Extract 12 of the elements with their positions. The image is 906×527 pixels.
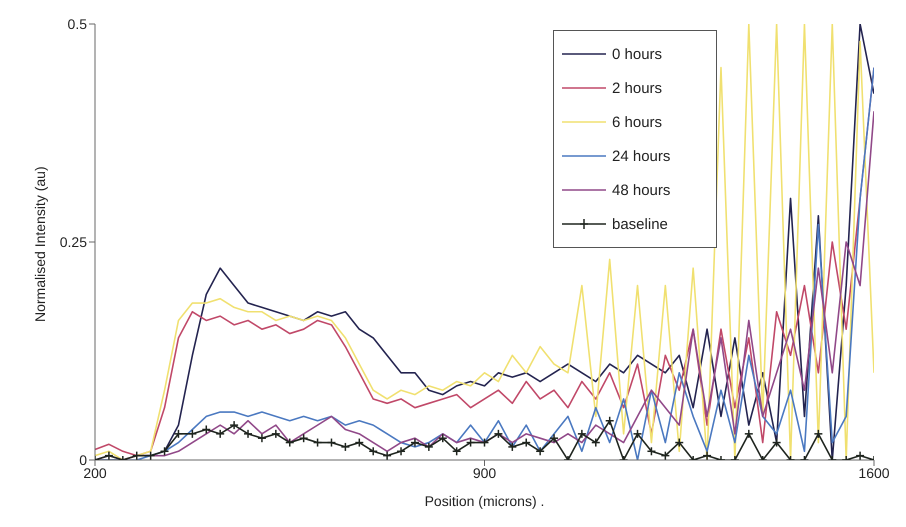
y-tick-label: 0.25 <box>60 234 88 250</box>
legend-label: 2 hours <box>612 80 662 96</box>
x-tick-label: 900 <box>472 464 496 481</box>
x-axis-title: Position (microns) . <box>424 493 544 509</box>
legend-label: 24 hours <box>612 148 670 164</box>
y-tick-label: 0.5 <box>68 16 88 32</box>
legend-label: baseline <box>612 216 668 232</box>
legend-label: 48 hours <box>612 182 670 198</box>
legend-label: 0 hours <box>612 46 662 62</box>
legend-label: 6 hours <box>612 114 662 130</box>
x-tick-label: 1600 <box>858 464 890 481</box>
y-axis-title: Normalised Intensity (au) <box>32 166 48 322</box>
